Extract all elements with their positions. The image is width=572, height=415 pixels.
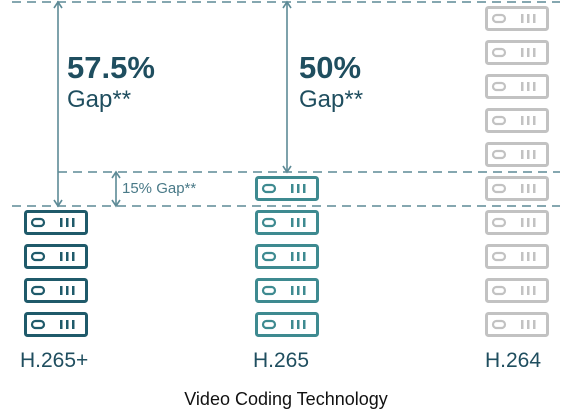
server-unit-h265plus — [24, 312, 88, 337]
gap-arrow-h265 — [282, 0, 292, 174]
gap-arrow-small — [111, 170, 121, 208]
gap-label-h265-word: Gap** — [299, 86, 364, 113]
gap-arrow-h265plus — [53, 0, 63, 208]
server-unit-h264 — [485, 312, 549, 337]
server-unit-h265 — [255, 210, 319, 235]
server-unit-h265plus — [24, 244, 88, 269]
gap-label-h265plus-percent: 57.5% — [67, 50, 155, 85]
x-axis-title: Video Coding Technology — [184, 389, 388, 409]
server-unit-h265 — [255, 244, 319, 269]
gap-label-small: 15% Gap** — [122, 180, 197, 197]
gap-label-h265-percent: 50% — [299, 50, 362, 85]
server-unit-h264 — [485, 142, 549, 167]
server-unit-h264 — [485, 40, 549, 65]
server-unit-h264 — [485, 210, 549, 235]
server-unit-h265plus — [24, 278, 88, 303]
guides — [12, 0, 560, 208]
bars — [24, 6, 549, 337]
server-unit-h264 — [485, 108, 549, 133]
category-label-h265: H.265 — [253, 349, 310, 372]
server-unit-h264 — [485, 176, 549, 201]
category-label-h265plus: H.265+ — [20, 349, 89, 372]
gap-label-h265plus-word: Gap** — [67, 86, 132, 113]
server-unit-h264 — [485, 6, 549, 31]
server-unit-h264 — [485, 244, 549, 269]
server-unit-h265 — [255, 176, 319, 201]
server-unit-h264 — [485, 74, 549, 99]
server-unit-h265plus — [24, 210, 88, 235]
category-label-h264: H.264 — [485, 349, 542, 372]
server-unit-h265 — [255, 278, 319, 303]
server-unit-h264 — [485, 278, 549, 303]
server-unit-h265 — [255, 312, 319, 337]
